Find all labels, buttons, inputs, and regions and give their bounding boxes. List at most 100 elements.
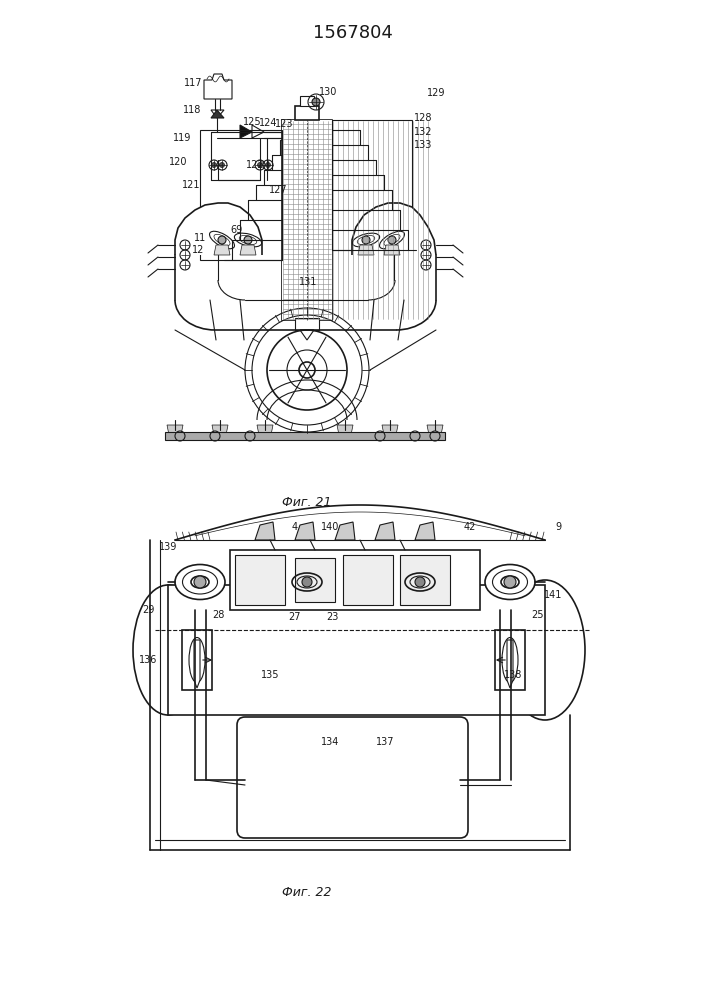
- Bar: [295, 106, 319, 120]
- Polygon shape: [384, 245, 400, 255]
- Polygon shape: [337, 425, 353, 435]
- Polygon shape: [167, 425, 183, 435]
- Polygon shape: [214, 245, 230, 255]
- Circle shape: [302, 577, 312, 587]
- Text: 125: 125: [243, 117, 262, 127]
- Bar: [295, 318, 319, 330]
- Polygon shape: [194, 640, 200, 688]
- Text: 133: 133: [414, 140, 432, 150]
- Text: 117: 117: [184, 78, 202, 88]
- Circle shape: [504, 576, 516, 588]
- Text: 9: 9: [555, 522, 561, 532]
- Bar: [168, 585, 545, 715]
- Ellipse shape: [501, 576, 519, 588]
- Polygon shape: [358, 245, 374, 255]
- Text: 123: 123: [275, 119, 293, 129]
- Text: 132: 132: [414, 127, 432, 137]
- Text: 11: 11: [194, 233, 206, 243]
- Text: 121: 121: [182, 180, 200, 190]
- Circle shape: [299, 362, 315, 378]
- Bar: [282, 120, 332, 320]
- Text: 42: 42: [464, 522, 477, 532]
- Polygon shape: [204, 74, 232, 99]
- Polygon shape: [507, 640, 513, 688]
- Ellipse shape: [505, 580, 585, 720]
- Text: 122: 122: [246, 160, 264, 170]
- Text: Фиг. 21: Фиг. 21: [282, 496, 332, 510]
- Ellipse shape: [485, 564, 535, 599]
- Text: 134: 134: [321, 737, 339, 747]
- Bar: [235, 555, 285, 605]
- Bar: [200, 130, 282, 260]
- Circle shape: [312, 98, 320, 106]
- Circle shape: [218, 236, 226, 244]
- Bar: [332, 120, 412, 250]
- Text: 25: 25: [532, 610, 544, 620]
- Bar: [495, 630, 525, 690]
- Polygon shape: [175, 203, 262, 255]
- Polygon shape: [300, 330, 314, 340]
- FancyBboxPatch shape: [237, 717, 468, 838]
- Text: 131: 131: [299, 277, 317, 287]
- Polygon shape: [257, 425, 273, 435]
- Circle shape: [211, 162, 216, 167]
- Polygon shape: [240, 125, 252, 138]
- Text: 118: 118: [183, 105, 201, 115]
- Polygon shape: [382, 425, 398, 435]
- Text: 136: 136: [139, 655, 157, 665]
- Polygon shape: [212, 425, 228, 435]
- Polygon shape: [255, 522, 275, 540]
- Circle shape: [244, 236, 252, 244]
- Text: 23: 23: [326, 612, 338, 622]
- Circle shape: [415, 577, 425, 587]
- Text: 120: 120: [169, 157, 187, 167]
- Text: 141: 141: [544, 590, 562, 600]
- Text: 139: 139: [159, 542, 177, 552]
- Circle shape: [257, 162, 262, 167]
- Text: 137: 137: [375, 737, 395, 747]
- Text: 1567804: 1567804: [313, 24, 393, 42]
- Circle shape: [219, 162, 225, 167]
- Text: 124: 124: [259, 118, 277, 128]
- Circle shape: [266, 162, 271, 167]
- Text: 69: 69: [231, 225, 243, 235]
- Text: 128: 128: [414, 113, 432, 123]
- Ellipse shape: [175, 564, 225, 599]
- Polygon shape: [375, 522, 395, 540]
- Polygon shape: [240, 245, 256, 255]
- Ellipse shape: [133, 585, 203, 715]
- Text: 140: 140: [321, 522, 339, 532]
- Text: 135: 135: [261, 670, 279, 680]
- Bar: [165, 432, 445, 440]
- Circle shape: [362, 236, 370, 244]
- Bar: [343, 555, 393, 605]
- Text: 12: 12: [192, 245, 204, 255]
- Polygon shape: [427, 425, 443, 435]
- Bar: [282, 120, 332, 320]
- Text: 129: 129: [427, 88, 445, 98]
- Text: 119: 119: [173, 133, 191, 143]
- Text: 27: 27: [288, 612, 301, 622]
- Bar: [300, 96, 314, 106]
- Polygon shape: [335, 522, 355, 540]
- Polygon shape: [295, 522, 315, 540]
- Text: 138: 138: [504, 670, 522, 680]
- Polygon shape: [211, 110, 224, 118]
- Polygon shape: [252, 125, 264, 138]
- Polygon shape: [211, 110, 224, 118]
- Bar: [182, 630, 212, 690]
- Text: 4: 4: [292, 522, 298, 532]
- Ellipse shape: [191, 576, 209, 588]
- Bar: [230, 550, 480, 610]
- Polygon shape: [352, 203, 436, 255]
- Text: Фиг. 22: Фиг. 22: [282, 886, 332, 898]
- Circle shape: [388, 236, 396, 244]
- Polygon shape: [415, 522, 435, 540]
- Text: 130: 130: [319, 87, 337, 97]
- Text: 29: 29: [142, 605, 154, 615]
- Circle shape: [194, 576, 206, 588]
- Bar: [400, 555, 450, 605]
- Text: 127: 127: [269, 185, 287, 195]
- Text: 28: 28: [212, 610, 224, 620]
- Bar: [295, 558, 335, 602]
